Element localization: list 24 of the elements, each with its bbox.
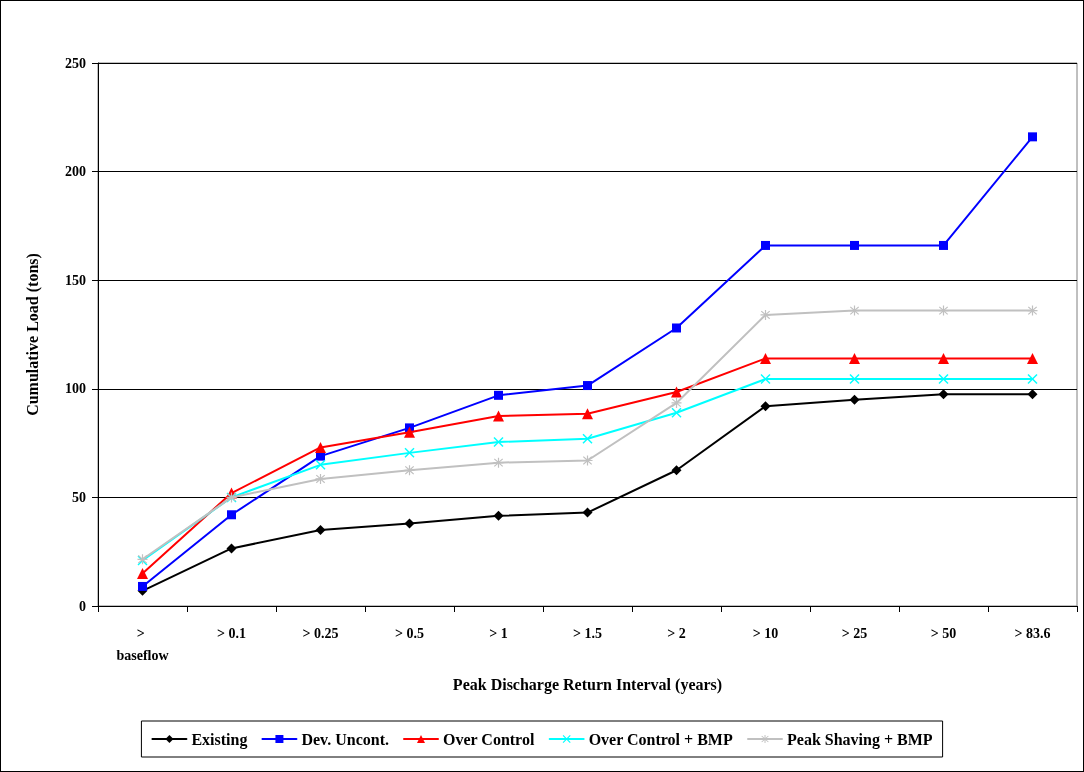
legend-label: Peak Shaving + BMP: [787, 730, 933, 749]
legend-label: Over Control: [442, 730, 535, 748]
x-tick-label: > 1.5: [573, 625, 602, 641]
x-tick-label: > baseflow: [116, 625, 170, 663]
y-tick-label: 50: [72, 489, 86, 505]
y-axis-title: Cumulative Load (tons): [23, 253, 42, 416]
x-tick-label: > 0.5: [395, 625, 424, 641]
x-tick-label: > 83.6: [1014, 625, 1051, 641]
x-axis-title: Peak Discharge Return Interval (years): [452, 675, 723, 694]
legend-label: Dev. Uncont.: [301, 730, 389, 748]
y-tick-label: 100: [65, 381, 86, 397]
x-tick-label: > 2: [667, 625, 686, 641]
x-tick-label: > 10: [752, 625, 779, 641]
x-tick-label: > 0.25: [302, 625, 339, 641]
x-tick-label: > 25: [841, 625, 868, 641]
y-tick-label: 250: [65, 55, 86, 71]
y-tick-label: 150: [65, 272, 86, 288]
x-tick-label: > 0.1: [217, 625, 246, 641]
y-tick-label: 200: [65, 164, 86, 180]
x-tick-label: > 1: [489, 625, 508, 641]
y-tick-label: 0: [79, 598, 86, 614]
x-tick-label: > 50: [930, 625, 957, 641]
legend-label: Existing: [191, 730, 248, 749]
legend-label: Over Control + BMP: [588, 730, 733, 748]
